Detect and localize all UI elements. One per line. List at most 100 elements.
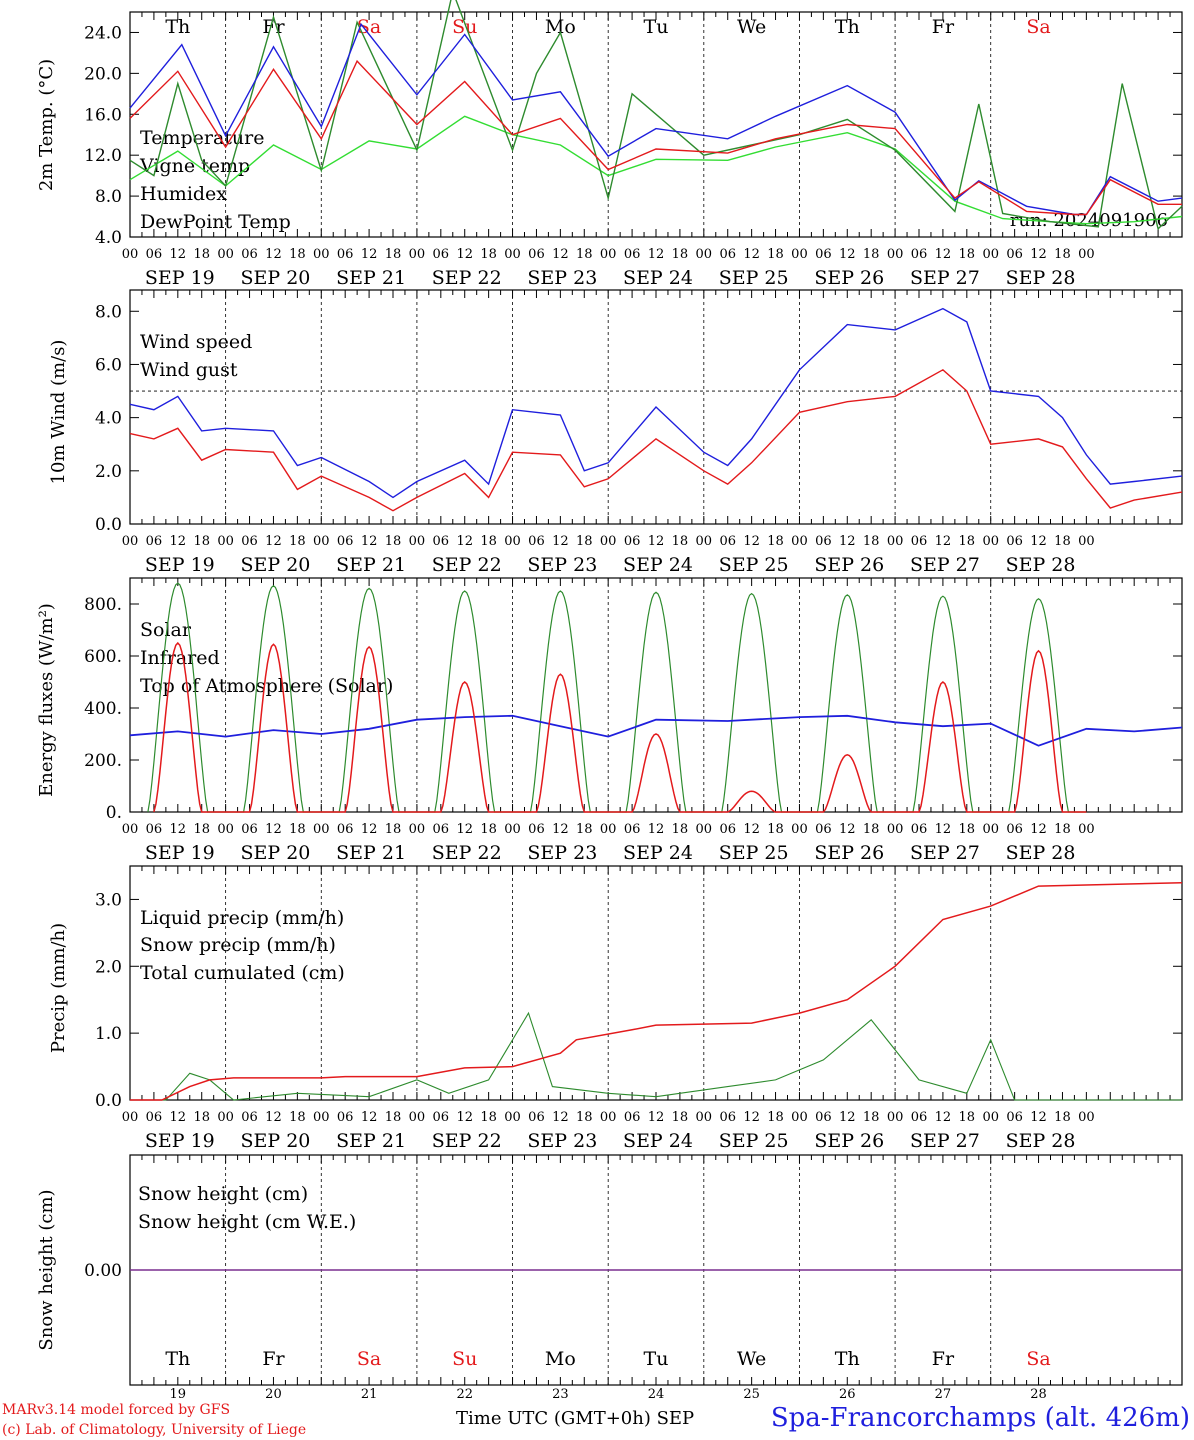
hour-label: 00: [696, 534, 713, 549]
y-tick-label: 6.0: [95, 355, 122, 375]
date-label: SEP 21: [336, 554, 406, 576]
liquid-precip-line: [130, 1011, 1182, 1101]
hour-label: 12: [1030, 1110, 1047, 1125]
date-label: SEP 21: [336, 1130, 406, 1152]
hour-label: 12: [648, 822, 665, 837]
series-line-0: [129, 307, 1183, 499]
hour-label: 06: [241, 1110, 258, 1125]
legend-humidex: Humidex: [140, 183, 227, 205]
hour-label: 12: [935, 534, 952, 549]
y-tick-label: 2.0: [95, 462, 122, 482]
y-tick-label: 3.0: [95, 890, 122, 910]
weekday-label: Th: [165, 16, 190, 38]
hour-label: 06: [624, 1110, 641, 1125]
hour-label: 18: [576, 1110, 593, 1125]
hour-label: 12: [361, 534, 378, 549]
date-label: SEP 28: [1006, 554, 1076, 576]
hour-label: 06: [624, 822, 641, 837]
hour-label: 18: [385, 534, 402, 549]
hour-label: 06: [815, 534, 832, 549]
hour-label: 00: [982, 534, 999, 549]
day-number-label: 20: [265, 1387, 282, 1402]
hour-label: 00: [504, 1110, 521, 1125]
hour-label: 18: [767, 534, 784, 549]
series-line-2: [129, 22, 1183, 216]
hour-label: 00: [600, 247, 617, 262]
hour-label: 06: [528, 1110, 545, 1125]
hour-label: 00: [313, 1110, 330, 1125]
hour-label: 00: [791, 534, 808, 549]
hour-label: 00: [409, 822, 426, 837]
legend-solar: Solar: [140, 619, 192, 641]
hour-label: 00: [696, 822, 713, 837]
hour-label: 06: [719, 247, 736, 262]
hour-label: 12: [648, 1110, 665, 1125]
date-label: SEP 19: [145, 267, 215, 289]
hour-label: 00: [791, 822, 808, 837]
solar-line: [153, 641, 1087, 813]
y-tick-label: 600.: [84, 647, 122, 667]
hour-label: 00: [791, 1110, 808, 1125]
y-tick-label: 16.0: [84, 105, 122, 125]
date-label: SEP 24: [623, 842, 693, 864]
date-label: SEP 26: [814, 842, 884, 864]
hour-label: 12: [456, 1110, 473, 1125]
credit-line-1: MARv3.14 model forced by GFS: [2, 1402, 230, 1418]
legend-dewpoint: DewPoint Temp: [140, 211, 291, 233]
hour-label: 06: [719, 534, 736, 549]
day-number-label: 25: [743, 1387, 760, 1402]
hour-label: 18: [480, 1110, 497, 1125]
weekday-label: Sa: [1026, 16, 1050, 38]
hour-label: 00: [504, 822, 521, 837]
hour-label: 12: [839, 822, 856, 837]
hour-label: 18: [672, 534, 689, 549]
hour-label: 12: [265, 822, 282, 837]
hour-label: 00: [887, 1110, 904, 1125]
y-tick-label: 0.0: [95, 515, 122, 535]
temperature-panel: 2m Temp. (°C) Temperature Vigne temp Hum…: [36, 0, 1183, 289]
hour-label: 00: [600, 534, 617, 549]
y-tick-label: 1.0: [95, 1024, 122, 1044]
precip-panel: Precip (mm/h) Liquid precip (mm/h) Snow …: [48, 865, 1183, 1152]
hour-label: 06: [815, 247, 832, 262]
hour-label: 00: [982, 822, 999, 837]
hour-label: 12: [361, 1110, 378, 1125]
date-label: SEP 22: [432, 842, 502, 864]
hour-label: 06: [719, 822, 736, 837]
hour-label: 12: [743, 1110, 760, 1125]
date-label: SEP 22: [432, 554, 502, 576]
date-label: SEP 22: [432, 1130, 502, 1152]
y-tick-label: 2.0: [95, 957, 122, 977]
weekday-label: We: [737, 1348, 766, 1370]
legend-liquid-precip: Liquid precip (mm/h): [140, 907, 344, 929]
hour-label: 06: [911, 822, 928, 837]
hour-label: 18: [767, 247, 784, 262]
hour-label: 18: [1054, 534, 1071, 549]
hour-label: 06: [241, 534, 258, 549]
hour-label: 06: [433, 822, 450, 837]
date-label: SEP 23: [527, 1130, 597, 1152]
hour-label: 18: [576, 247, 593, 262]
legend-snow-height-we: Snow height (cm W.E.): [138, 1211, 356, 1233]
date-label: SEP 23: [527, 554, 597, 576]
hour-label: 12: [552, 822, 569, 837]
hour-label: 18: [672, 247, 689, 262]
weekday-label: Mo: [545, 16, 576, 38]
legend-toa: Top of Atmosphere (Solar): [140, 675, 393, 697]
wind-panel: 10m Wind (m/s) Wind speed Wind gust 0.0 2…: [48, 289, 1183, 576]
snow-panel: Snow height (cm) Snow height (cm) Snow h…: [36, 1154, 1183, 1402]
weekday-label: Th: [165, 1348, 190, 1370]
y-tick-label: 12.0: [84, 146, 122, 166]
date-label: SEP 27: [910, 1130, 980, 1152]
day-number-label: 26: [839, 1387, 856, 1402]
hour-label: 18: [385, 247, 402, 262]
day-number-label: 22: [456, 1387, 473, 1402]
date-label: SEP 25: [719, 554, 789, 576]
weekday-label: Fr: [932, 16, 955, 38]
hour-label: 00: [217, 247, 234, 262]
hour-label: 06: [337, 822, 354, 837]
date-label: SEP 23: [527, 842, 597, 864]
hour-label: 12: [170, 822, 187, 837]
date-label: SEP 28: [1006, 842, 1076, 864]
